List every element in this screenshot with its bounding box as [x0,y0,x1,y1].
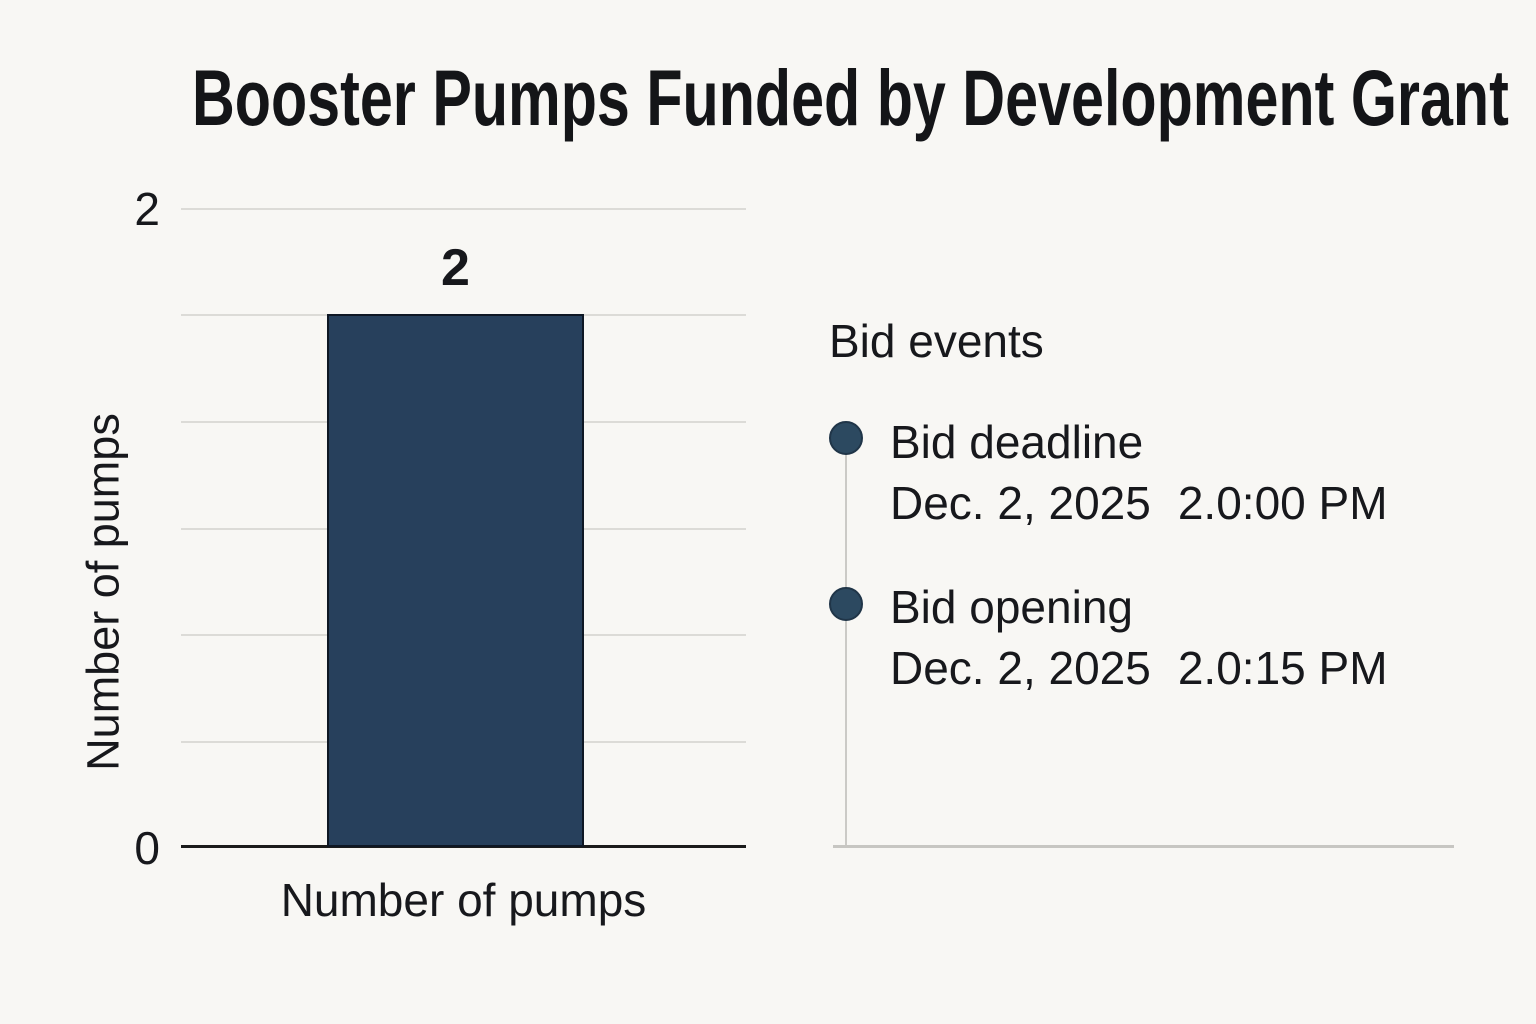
bid-deadline-time: 2.0:00 PM [1177,477,1388,529]
bid-opening-bullet-icon [829,587,863,621]
bid-deadline-date: Dec. 2, 2025 [890,477,1151,529]
x-axis-label: Number of pumps [280,874,647,926]
bid-deadline-event: Bid deadline Dec. 2, 2025 2.0:00 PM [890,412,1388,534]
y-tick-2: 2 [134,183,160,235]
bid-deadline-bullet-icon [829,421,863,455]
bid-deadline-name: Bid deadline [890,416,1144,468]
timeline-vertical-line [845,438,847,847]
bar-chart-plot-area: 2 [181,208,746,848]
bar-value-label: 2 [441,239,470,297]
gridline [181,208,746,210]
bid-opening-name: Bid opening [890,581,1133,633]
timeline-horizontal-line [833,845,1454,848]
y-tick-0: 0 [134,822,160,874]
y-axis-label: Number of pumps [77,413,129,771]
chart-title: Booster Pumps Funded by Development Gran… [192,53,1509,142]
bid-deadline-datetime: Dec. 2, 2025 2.0:00 PM [890,473,1388,534]
bid-opening-datetime: Dec. 2, 2025 2.0:15 PM [890,638,1388,699]
bid-events-heading: Bid events [829,315,1044,367]
bid-opening-date: Dec. 2, 2025 [890,642,1151,694]
bid-opening-event: Bid opening Dec. 2, 2025 2.0:15 PM [890,577,1388,699]
pumps-bar [327,314,584,847]
bid-opening-time: 2.0:15 PM [1177,642,1388,694]
